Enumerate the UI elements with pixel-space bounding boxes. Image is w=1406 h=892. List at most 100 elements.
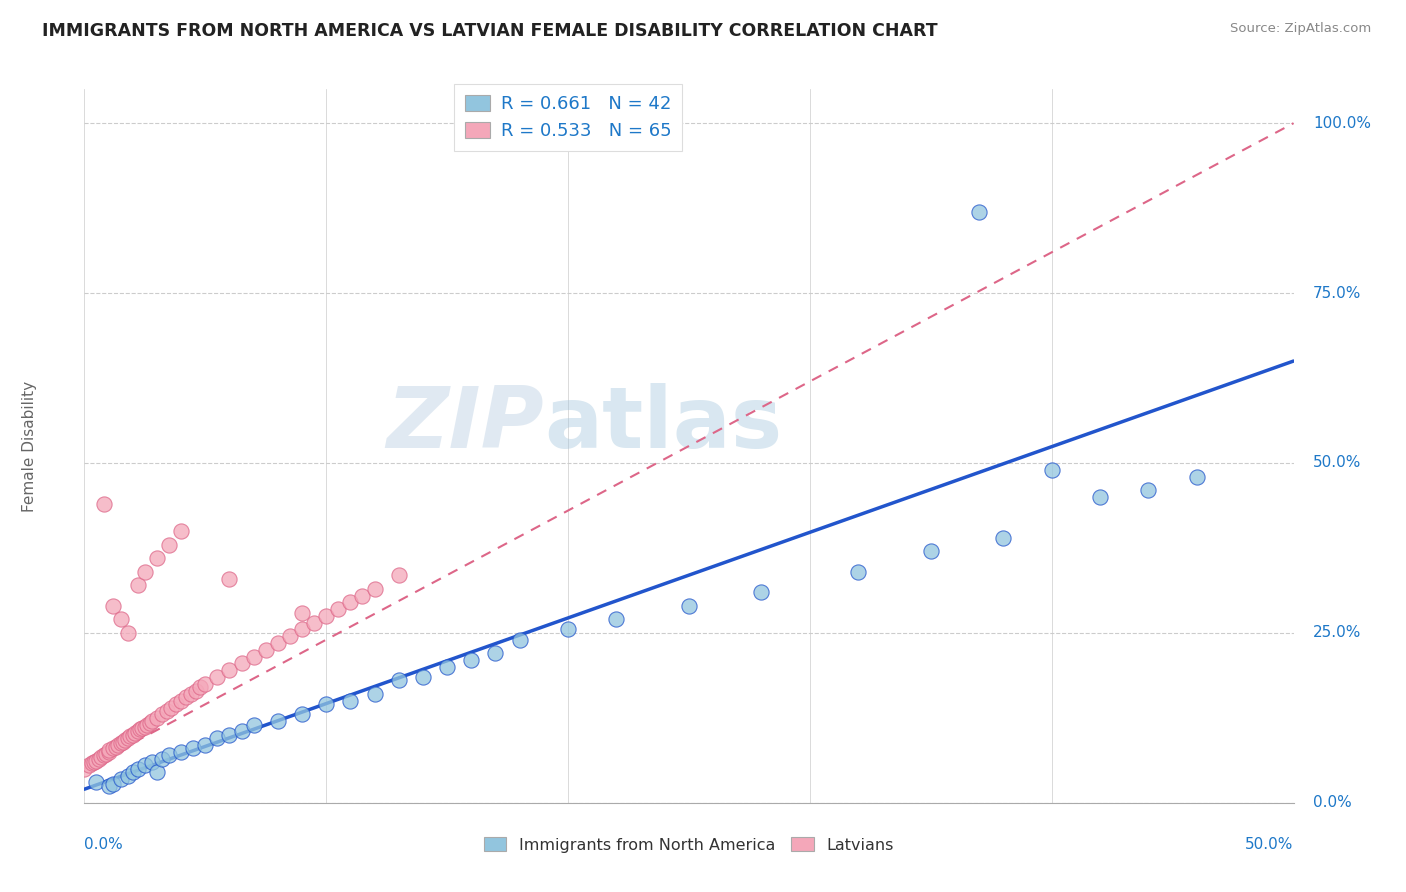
Point xyxy=(194,738,217,752)
Point xyxy=(134,565,156,579)
Point xyxy=(103,741,125,756)
Point xyxy=(94,747,117,761)
Point xyxy=(141,714,163,729)
Point xyxy=(315,608,337,623)
Point xyxy=(436,660,458,674)
Point xyxy=(134,758,156,772)
Point xyxy=(131,721,153,735)
Point xyxy=(231,657,253,671)
Point xyxy=(302,615,325,630)
Text: 100.0%: 100.0% xyxy=(1313,116,1371,131)
Point xyxy=(141,755,163,769)
Point xyxy=(412,670,434,684)
Point xyxy=(117,626,139,640)
Point xyxy=(363,582,385,596)
Point xyxy=(678,599,700,613)
Point xyxy=(388,568,411,582)
Point xyxy=(127,762,149,776)
Text: 75.0%: 75.0% xyxy=(1313,285,1361,301)
Point xyxy=(1040,463,1063,477)
Text: Female Disability: Female Disability xyxy=(22,380,38,512)
Point xyxy=(73,762,96,776)
Point xyxy=(920,544,942,558)
Point xyxy=(107,738,129,752)
Point xyxy=(267,714,290,729)
Point xyxy=(121,765,143,780)
Text: Source: ZipAtlas.com: Source: ZipAtlas.com xyxy=(1230,22,1371,36)
Point xyxy=(231,724,253,739)
Point xyxy=(352,589,374,603)
Text: IMMIGRANTS FROM NORTH AMERICA VS LATVIAN FEMALE DISABILITY CORRELATION CHART: IMMIGRANTS FROM NORTH AMERICA VS LATVIAN… xyxy=(42,22,938,40)
Point xyxy=(150,707,173,722)
Point xyxy=(170,524,193,538)
Point xyxy=(1185,469,1208,483)
Point xyxy=(121,728,143,742)
Point xyxy=(242,717,264,731)
Point xyxy=(388,673,411,688)
Point xyxy=(194,677,217,691)
Point xyxy=(218,663,240,677)
Point xyxy=(124,726,146,740)
Point xyxy=(1088,490,1111,504)
Point xyxy=(184,683,207,698)
Point xyxy=(103,599,125,613)
Point xyxy=(267,636,290,650)
Point xyxy=(110,612,132,626)
Point xyxy=(751,585,773,599)
Point xyxy=(170,694,193,708)
Text: ZIP: ZIP xyxy=(387,383,544,467)
Point xyxy=(557,623,579,637)
Point xyxy=(278,629,301,643)
Text: 25.0%: 25.0% xyxy=(1313,625,1361,640)
Point xyxy=(291,606,314,620)
Point xyxy=(174,690,197,705)
Point xyxy=(207,670,229,684)
Point xyxy=(146,765,169,780)
Point xyxy=(484,646,506,660)
Point xyxy=(114,733,136,747)
Text: 50.0%: 50.0% xyxy=(1246,837,1294,852)
Point xyxy=(157,748,180,763)
Point xyxy=(117,769,139,783)
Point xyxy=(291,707,314,722)
Point xyxy=(117,731,139,746)
Point xyxy=(97,745,120,759)
Point xyxy=(218,572,240,586)
Text: 0.0%: 0.0% xyxy=(1313,796,1351,810)
Point xyxy=(80,756,103,771)
Point xyxy=(86,754,108,768)
Point xyxy=(1137,483,1160,498)
Point xyxy=(86,775,108,789)
Point xyxy=(93,748,115,763)
Point xyxy=(138,715,160,730)
Point xyxy=(207,731,229,746)
Point xyxy=(146,711,169,725)
Point xyxy=(605,612,627,626)
Point xyxy=(155,704,177,718)
Point xyxy=(90,749,112,764)
Point xyxy=(363,687,385,701)
Point xyxy=(127,724,149,739)
Point xyxy=(104,740,127,755)
Point xyxy=(339,694,361,708)
Point xyxy=(165,698,187,712)
Point xyxy=(134,720,156,734)
Point xyxy=(110,772,132,786)
Point xyxy=(509,632,531,647)
Point xyxy=(967,204,990,219)
Point xyxy=(87,751,110,765)
Text: 50.0%: 50.0% xyxy=(1313,456,1361,470)
Point xyxy=(127,578,149,592)
Point xyxy=(180,687,202,701)
Point xyxy=(460,653,482,667)
Point xyxy=(181,741,204,756)
Point xyxy=(150,751,173,765)
Point xyxy=(846,565,869,579)
Point xyxy=(242,649,264,664)
Point xyxy=(339,595,361,609)
Point xyxy=(83,755,105,769)
Point xyxy=(315,698,337,712)
Point xyxy=(170,745,193,759)
Point xyxy=(103,777,125,791)
Point xyxy=(110,736,132,750)
